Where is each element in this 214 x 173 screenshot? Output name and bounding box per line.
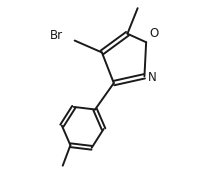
Text: O: O [149,27,158,40]
Text: N: N [148,71,157,84]
Text: Br: Br [50,29,63,42]
